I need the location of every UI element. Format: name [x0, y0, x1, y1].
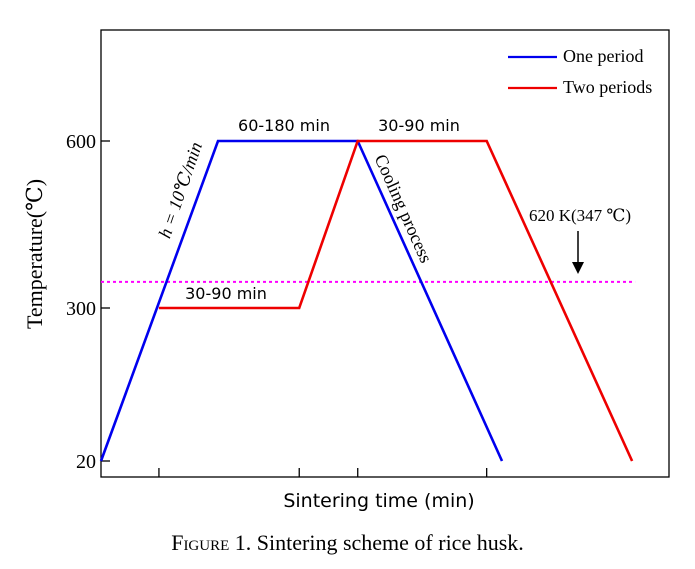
y-axis-label: Temperature(℃) — [22, 179, 47, 329]
legend-label-two-periods: Two periods — [563, 77, 652, 97]
annotation-cooling: Cooling process — [371, 151, 437, 266]
annotation-critical-temperature: 620 K(347 ℃) — [529, 206, 631, 225]
y-tick-label-300: 300 — [66, 298, 96, 320]
y-tick-label-600: 600 — [66, 131, 96, 153]
caption-text: Sintering scheme of rice husk. — [251, 530, 524, 555]
legend-label-one-period: One period — [563, 46, 643, 66]
series-line-two-periods — [158, 139, 634, 462]
annotation-hold-two-top: 30-90 min — [378, 116, 460, 135]
x-axis-ticks — [158, 468, 488, 477]
annotation-hold-one: 60-180 min — [238, 116, 330, 135]
series-line-one-period — [99, 139, 504, 462]
annotation-rate: h = 10℃/min — [155, 139, 207, 240]
figure-caption: Figure 1. Sintering scheme of rice husk. — [0, 530, 695, 556]
x-axis-label: Sintering time (min) — [283, 490, 474, 512]
legend: One period Two periods — [508, 46, 652, 97]
y-tick-label-20: 20 — [76, 451, 96, 473]
series-layer — [99, 139, 634, 462]
y-axis-ticks: 20 300 600 — [66, 131, 110, 473]
figure-label: Figure 1. — [171, 530, 252, 555]
plot-frame — [100, 29, 670, 478]
annotation-hold-two-low: 30-90 min — [185, 284, 267, 303]
